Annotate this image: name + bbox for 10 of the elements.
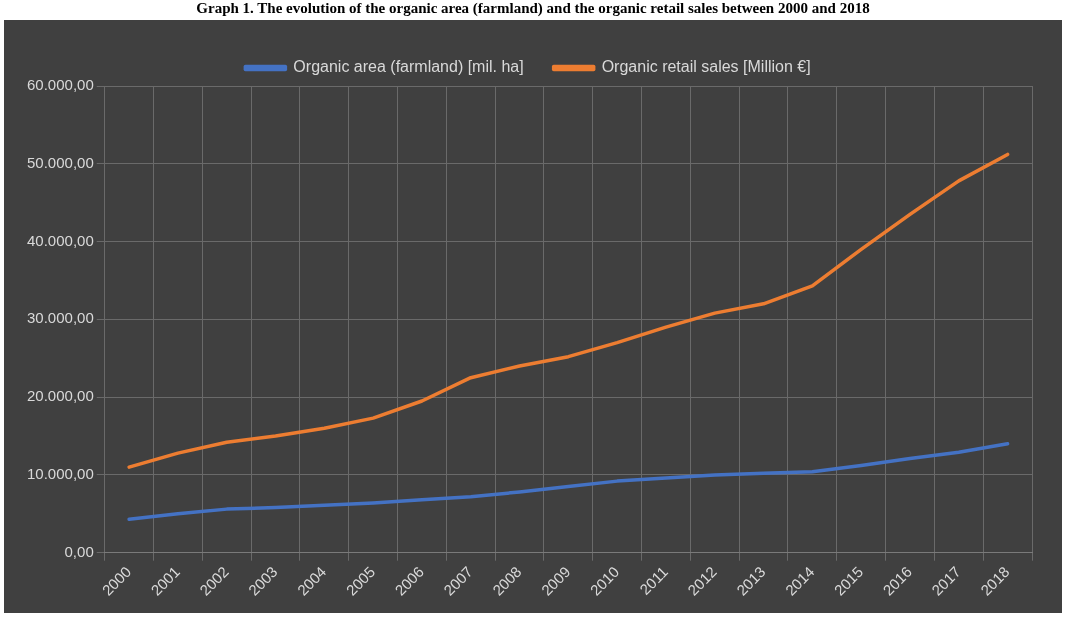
y-tick-label: 50.000,00 [27,153,94,171]
y-tick-label: 20.000,00 [27,387,94,405]
y-tick-label: 10.000,00 [27,465,94,483]
y-tick-label: 30.000,00 [27,309,94,327]
y-tick-label: 0,00 [64,542,94,560]
chart-title: Graph 1. The evolution of the organic area (farmland) and the organic retail sales between 2000 and 2018 [195,0,871,18]
y-tick-label: 40.000,00 [27,231,94,249]
legend-label: Organic retail sales [Million €] [601,58,811,76]
legend-label: Organic area (farmland) [mil. ha] [293,58,524,76]
y-tick-label: 60.000,00 [27,76,94,94]
